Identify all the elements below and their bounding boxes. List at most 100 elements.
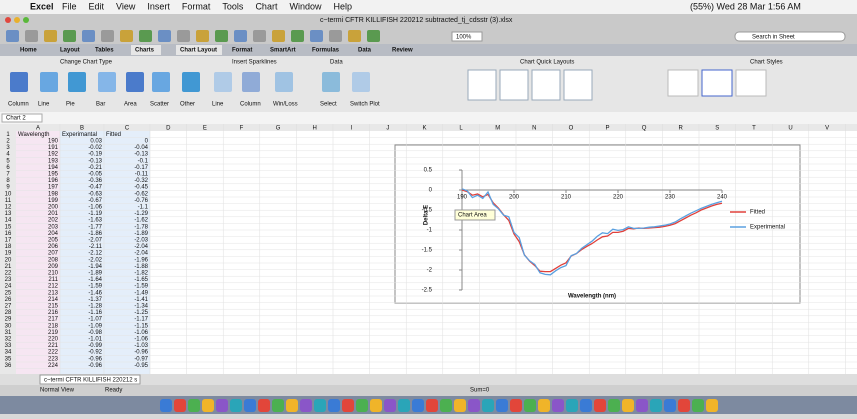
cell[interactable]: -1.59 — [88, 284, 102, 290]
cell[interactable]: -1.82 — [134, 270, 148, 276]
cell[interactable]: 216 — [48, 310, 59, 316]
row-header[interactable]: 24 — [5, 284, 12, 290]
row-header[interactable]: 26 — [5, 297, 12, 303]
quick-layout[interactable] — [564, 70, 592, 100]
cell[interactable]: 212 — [48, 284, 59, 290]
cell[interactable]: -1.06 — [88, 204, 102, 210]
cell[interactable]: -0.96 — [134, 350, 148, 356]
cell[interactable]: -1.49 — [134, 290, 148, 296]
dock-icon[interactable] — [482, 399, 494, 412]
zoom[interactable]: 100% — [456, 35, 472, 41]
dock-icon[interactable] — [342, 399, 354, 412]
cell[interactable]: 200 — [48, 204, 59, 210]
cell[interactable]: -0.92 — [88, 350, 102, 356]
menu-item[interactable]: Tools — [222, 1, 244, 11]
cell[interactable]: -0.76 — [134, 198, 148, 204]
chart-style[interactable] — [736, 70, 766, 96]
ribbon-icon[interactable] — [126, 72, 144, 92]
cell[interactable]: -1.1 — [138, 204, 149, 210]
toolbar-icon[interactable] — [158, 30, 171, 42]
name-box[interactable]: Chart 2 — [6, 116, 26, 122]
ribbon-button[interactable]: Bar — [96, 102, 105, 108]
dock-icon[interactable] — [412, 399, 424, 412]
cell[interactable]: -0.11 — [135, 171, 149, 177]
column-header[interactable]: S — [715, 126, 719, 132]
row-header[interactable]: 12 — [5, 204, 12, 210]
toolbar-icon[interactable] — [63, 30, 76, 42]
column-header[interactable]: P — [605, 126, 609, 132]
row-header[interactable]: 19 — [5, 251, 12, 257]
dock-icon[interactable] — [566, 399, 578, 412]
cell[interactable]: -1.06 — [134, 336, 148, 342]
ribbon-button[interactable]: Column — [240, 102, 261, 108]
toolbar-icon[interactable] — [234, 30, 247, 42]
cell[interactable]: 221 — [48, 343, 59, 349]
menu-item[interactable]: Help — [333, 1, 352, 11]
cell[interactable]: -1.86 — [88, 231, 102, 237]
cell[interactable]: 209 — [48, 264, 59, 270]
dock-icon[interactable] — [160, 399, 172, 412]
cell[interactable]: -1.25 — [134, 310, 148, 316]
ribbon-icon[interactable] — [152, 72, 170, 92]
ribbon-icon[interactable] — [182, 72, 200, 92]
ribbon-icon[interactable] — [40, 72, 58, 92]
zoom-button[interactable] — [23, 17, 29, 23]
column-header[interactable]: G — [276, 126, 281, 132]
row-header[interactable]: 33 — [5, 343, 12, 349]
cell[interactable]: -0.95 — [134, 363, 148, 369]
cell[interactable]: -1.03 — [134, 343, 148, 349]
close-button[interactable] — [5, 17, 11, 23]
cell[interactable]: -0.02 — [88, 145, 102, 151]
row-header[interactable]: 31 — [5, 330, 12, 336]
row-header[interactable]: 25 — [5, 290, 12, 296]
ribbon-button[interactable]: Scatter — [150, 102, 169, 108]
ribbon-tab[interactable]: SmartArt — [270, 48, 296, 54]
cell[interactable]: 215 — [48, 303, 59, 309]
cell[interactable]: 224 — [48, 363, 59, 369]
cell[interactable]: 205 — [48, 237, 59, 243]
cell[interactable]: 0.03 — [90, 138, 102, 144]
cell[interactable]: -2.04 — [134, 244, 148, 250]
cell[interactable]: -0.13 — [88, 158, 102, 164]
cell[interactable]: 201 — [48, 211, 59, 217]
cell[interactable]: -1.41 — [134, 297, 148, 303]
toolbar-icon[interactable] — [291, 30, 304, 42]
ribbon-button[interactable]: Win/Loss — [273, 102, 298, 108]
dock-icon[interactable] — [650, 399, 662, 412]
row-header[interactable]: 13 — [5, 211, 12, 217]
cell[interactable]: -2.02 — [88, 257, 102, 263]
cell[interactable]: -1.06 — [134, 330, 148, 336]
cell[interactable]: -1.07 — [88, 317, 102, 323]
dock-icon[interactable] — [272, 399, 284, 412]
ribbon-button[interactable]: Pie — [66, 102, 75, 108]
toolbar-icon[interactable] — [348, 30, 361, 42]
cell[interactable]: -0.19 — [88, 152, 102, 158]
dock-icon[interactable] — [664, 399, 676, 412]
row-header[interactable]: 21 — [5, 264, 12, 270]
ribbon-button[interactable]: Line — [38, 102, 50, 108]
row-header[interactable]: 17 — [5, 237, 12, 243]
dock-icon[interactable] — [538, 399, 550, 412]
row-header[interactable]: 34 — [5, 350, 12, 356]
row-header[interactable]: 10 — [5, 191, 12, 197]
cell[interactable]: 199 — [48, 198, 59, 204]
dock-icon[interactable] — [174, 399, 186, 412]
ribbon-button[interactable]: Column — [8, 102, 29, 108]
toolbar-icon[interactable] — [272, 30, 285, 42]
dock-icon[interactable] — [496, 399, 508, 412]
dock-icon[interactable] — [356, 399, 368, 412]
column-header[interactable]: J — [386, 126, 389, 132]
dock-icon[interactable] — [216, 399, 228, 412]
cell[interactable]: 193 — [48, 158, 59, 164]
search[interactable]: Search in Sheet — [752, 35, 795, 41]
dock-icon[interactable] — [370, 399, 382, 412]
cell[interactable]: 194 — [48, 165, 59, 171]
row-header[interactable]: 22 — [5, 270, 12, 276]
chart-style[interactable] — [702, 70, 732, 96]
cell[interactable]: -0.99 — [88, 343, 102, 349]
cell[interactable]: -1.94 — [88, 264, 102, 270]
column-header[interactable]: F — [240, 126, 244, 132]
menu-item[interactable]: Insert — [147, 1, 170, 11]
dock-icon[interactable] — [594, 399, 606, 412]
cell[interactable]: -1.78 — [134, 224, 148, 230]
